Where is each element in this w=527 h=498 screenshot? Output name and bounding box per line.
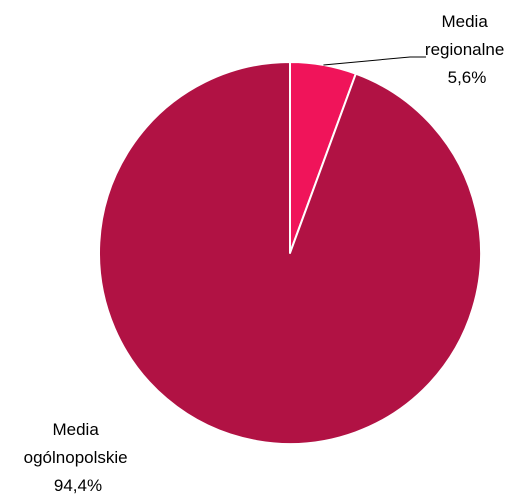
leader-line-media-regionalne	[323, 56, 426, 66]
pie-slices	[98, 61, 482, 445]
label-media-regionalne: Media regionalne 5,6%	[425, 12, 509, 87]
value-label-media-ogolnopolskie: 94,4%	[54, 476, 102, 495]
label-media-regionalne-line2: regionalne	[425, 40, 504, 59]
pie-slice-media-og-lnopolskie	[98, 61, 482, 445]
label-media-regionalne-line1: Media	[441, 12, 488, 31]
label-media-ogolnopolskie: Media ogólnopolskie 94,4%	[24, 420, 133, 495]
label-media-ogolnopolskie-line2: ogólnopolskie	[24, 448, 128, 467]
label-media-ogolnopolskie-line1: Media	[52, 420, 99, 439]
value-label-media-regionalne: 5,6%	[448, 68, 487, 87]
